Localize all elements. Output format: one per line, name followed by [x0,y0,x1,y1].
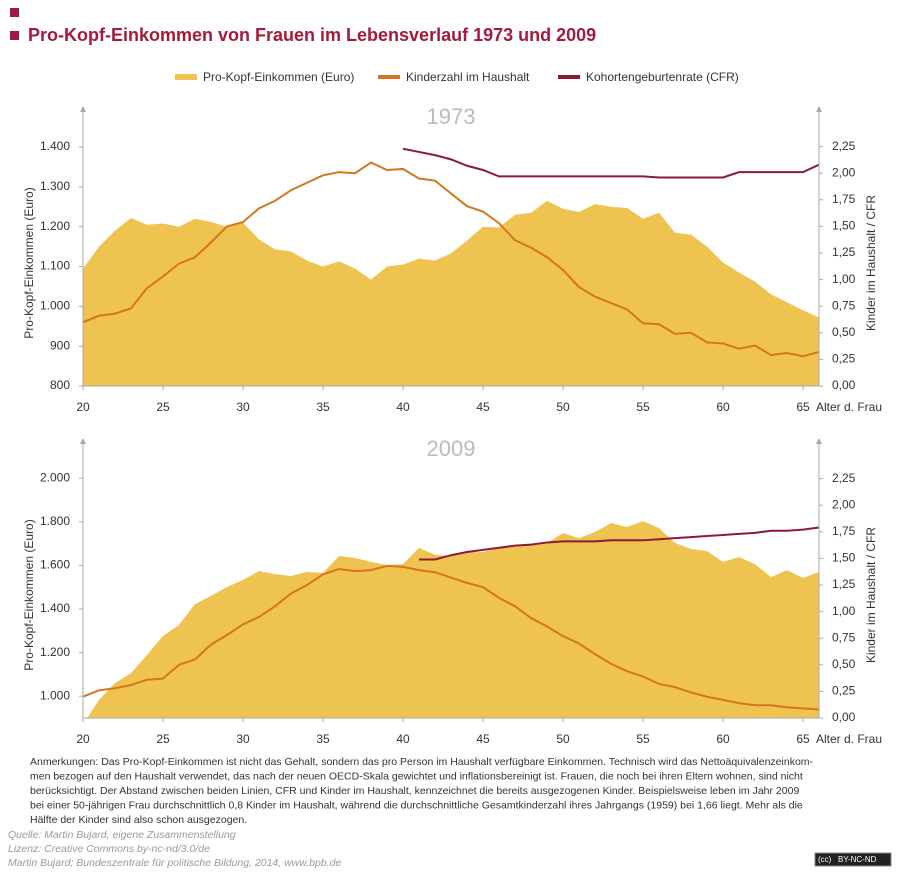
y2-tick-label: 2,25 [832,471,856,485]
y-tick-label: 1.400 [40,139,70,153]
y2-tick-label: 2,00 [832,497,856,511]
panel: 1973 800 900 1.000 1.100 1.200 1.300 1.400 0,00 0… [22,104,882,414]
x-tick-label: 65 [796,400,810,414]
y-tick-label: 1.600 [40,558,70,572]
source-line: Quelle: Martin Bujard, eigene Zusammenst… [8,829,236,841]
y2-tick-label: 0,00 [832,378,856,392]
x-tick-label: 45 [476,732,490,746]
line [82,564,820,711]
note-line: Hälfte der Kinder sind also schon ausgez… [30,814,247,826]
legend: Pro-Kopf-Einkommen (Euro) Kinderzahl im H… [175,70,739,84]
header-square [10,31,19,40]
x-tick-label: 30 [236,400,250,414]
note-line: men bezogen auf den Haushalt verwendet, … [30,770,803,782]
line [82,161,820,358]
panels: 1973 800 900 1.000 1.100 1.200 1.300 1.400 0,00 0… [22,104,882,746]
notes: Anmerkungen: Das Pro-Kopf-Einkommen ist … [30,756,814,826]
axis-arrow [80,106,86,112]
y2-tick-label: 0,00 [832,710,856,724]
legend-swatch [558,75,580,79]
license-badge [814,852,892,867]
y2-tick-label: 0,25 [832,352,856,366]
badge-license: BY-NC-ND [838,855,877,864]
y2-axis-label: Kinder im Haushalt / CFR [864,195,878,331]
legend-label: Kohortengeburtenrate (CFR) [586,70,739,84]
y2-tick-label: 1,25 [832,577,856,591]
y2-tick-label: 2,00 [832,165,856,179]
y2-tick-label: 1,50 [832,551,856,565]
y-tick-label: 900 [50,338,70,352]
panel: 2009 1.000 1.200 1.400 1.600 1.800 2.000 0,00 0,… [22,436,882,746]
x-tick-label: 60 [716,732,730,746]
y-tick-label: 1.200 [40,219,70,233]
axis-arrow [816,106,822,112]
header-square [10,8,19,17]
x-tick-label: 40 [396,400,410,414]
x-tick-label: 65 [796,732,810,746]
x-tick-label: 50 [556,732,570,746]
panel-title: 1973 [427,104,476,129]
x-axis-label: Alter d. Frau [816,400,882,414]
x-tick-label: 35 [316,400,330,414]
x-tick-label: 60 [716,400,730,414]
y2-tick-label: 0,25 [832,684,856,698]
y2-tick-label: 0,50 [832,325,856,339]
y-tick-label: 1.200 [40,645,70,659]
area [83,200,819,386]
area [83,521,819,718]
x-tick-label: 55 [636,732,650,746]
y2-tick-label: 1,00 [832,272,856,286]
y-tick-label: 800 [50,378,70,392]
note-line: bei einer 50-jährigen Frau durchschnittl… [30,799,803,811]
note-line: berücksichtigt. Der Abstand zwischen bei… [30,785,799,797]
y-tick-label: 1.100 [40,259,70,273]
y2-tick-label: 1,00 [832,604,856,618]
x-tick-label: 25 [156,732,170,746]
axis-arrow [816,438,822,444]
y2-tick-label: 1,25 [832,245,856,259]
axis-arrow [80,438,86,444]
line [419,526,820,561]
source-line: Lizenz: Creative Commons by-nc-nd/3.0/de [8,843,210,855]
y2-tick-label: 1,75 [832,524,856,538]
y2-tick-label: 0,50 [832,657,856,671]
y2-tick-label: 1,75 [832,192,856,206]
x-tick-label: 40 [396,732,410,746]
source: Quelle: Martin Bujard, eigene Zusammenst… [8,829,341,869]
x-tick-label: 50 [556,400,570,414]
x-tick-label: 25 [156,400,170,414]
panel-title: 2009 [427,436,476,461]
y-tick-label: 1.300 [40,179,70,193]
x-tick-label: 45 [476,400,490,414]
chart-title: Pro-Kopf-Einkommen von Frauen im Lebensv… [28,25,596,45]
line [402,147,820,179]
x-tick-label: 20 [76,732,90,746]
y-axis-label: Pro-Kopf-Einkommen (Euro) [22,187,36,338]
x-tick-label: 20 [76,400,90,414]
legend-swatch [378,75,400,79]
y-tick-label: 2.000 [40,470,70,484]
y2-tick-label: 0,75 [832,298,856,312]
legend-swatch [175,74,197,80]
y2-tick-label: 2,25 [832,139,856,153]
source-line: Martin Bujard; Bundeszentrale für politi… [8,857,341,869]
y-tick-label: 1.800 [40,514,70,528]
legend-label: Kinderzahl im Haushalt [406,70,530,84]
y2-tick-label: 1,50 [832,219,856,233]
y-axis-label: Pro-Kopf-Einkommen (Euro) [22,519,36,670]
x-tick-label: 35 [316,732,330,746]
legend-label: Pro-Kopf-Einkommen (Euro) [203,70,354,84]
badge-cc: (cc) [818,855,832,864]
x-tick-label: 30 [236,732,250,746]
y2-tick-label: 0,75 [832,630,856,644]
note-line: Anmerkungen: Das Pro-Kopf-Einkommen ist … [30,756,814,768]
y-tick-label: 1.400 [40,601,70,615]
x-tick-label: 55 [636,400,650,414]
y-tick-label: 1.000 [40,299,70,313]
x-axis-label: Alter d. Frau [816,732,882,746]
y-tick-label: 1.000 [40,688,70,702]
y2-axis-label: Kinder im Haushalt / CFR [864,527,878,663]
